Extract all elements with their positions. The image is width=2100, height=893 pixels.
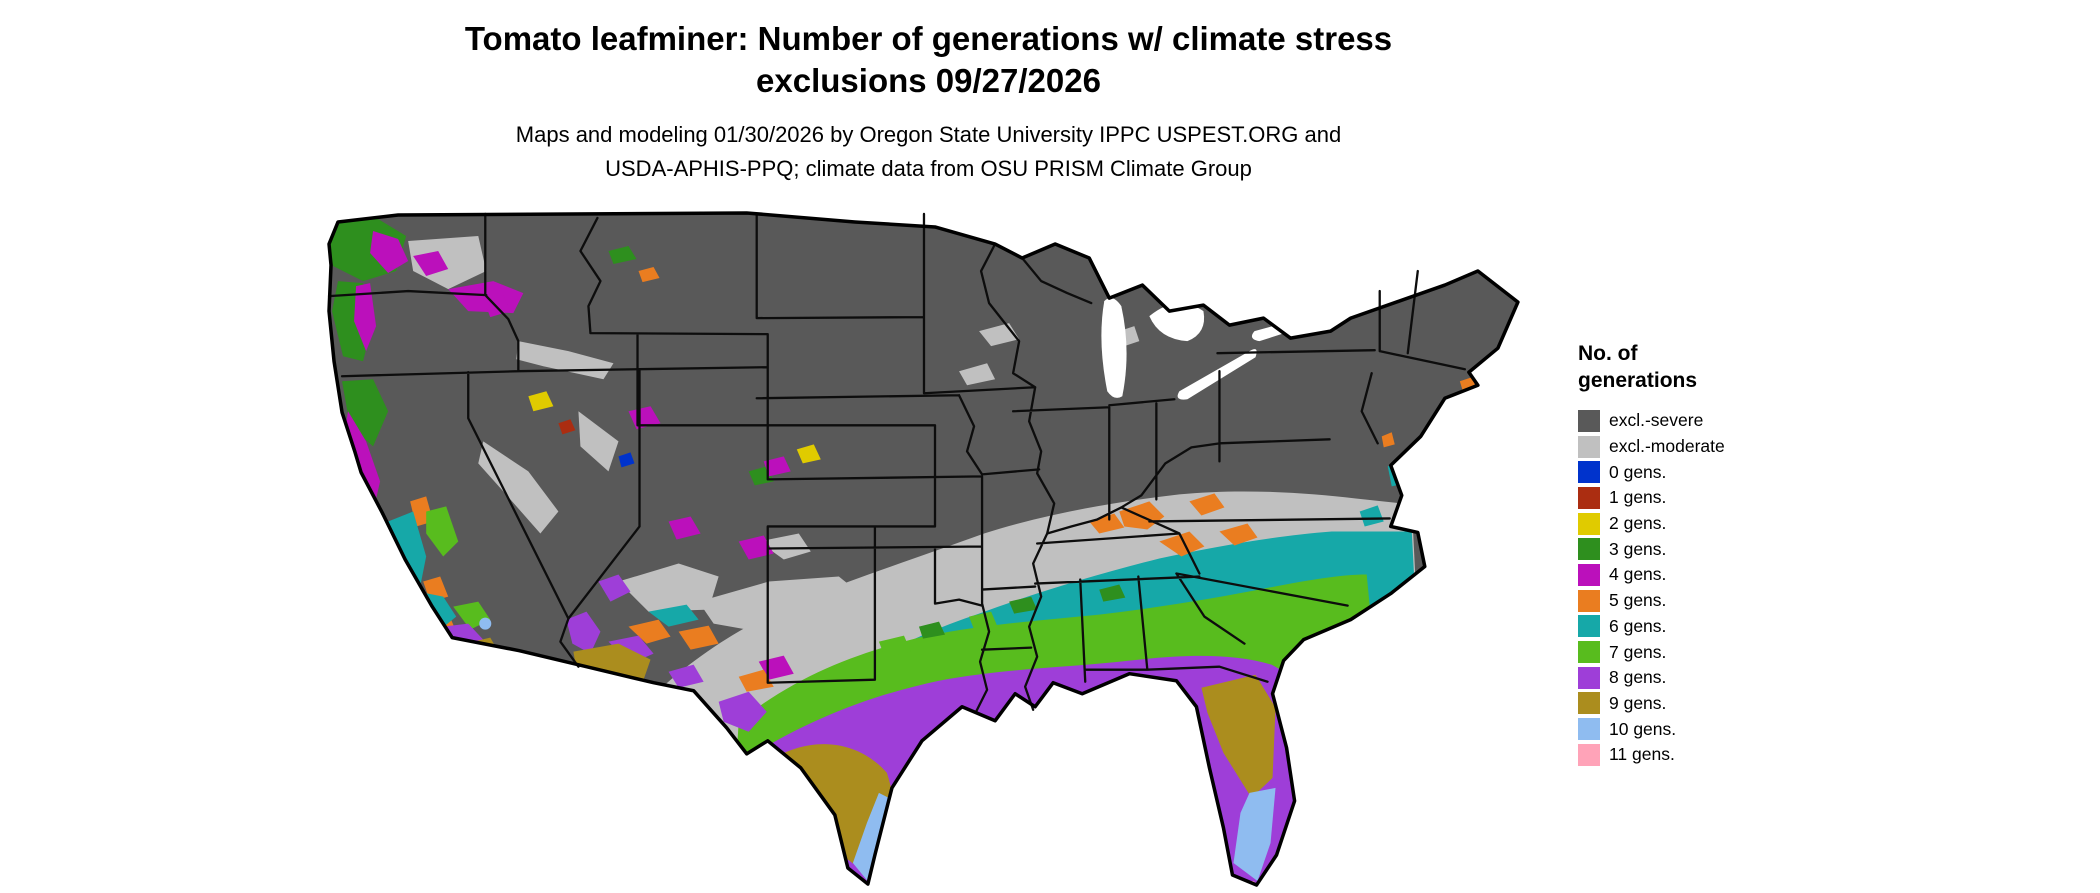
map-container: [318, 210, 1555, 888]
legend-swatch-g11: [1578, 743, 1600, 766]
legend-swatch-g7: [1578, 641, 1600, 664]
legend-label-g5: 5 gens.: [1609, 590, 1667, 611]
legend-title-line1: No. of: [1578, 342, 1638, 365]
legend-label-g3: 3 gens.: [1609, 538, 1667, 559]
legend: No. of generations excl.-severe excl.-mod…: [1578, 340, 1878, 768]
lake-superior: [959, 212, 1058, 255]
legend-label-g2: 2 gens.: [1609, 513, 1667, 534]
legend-swatch-g0: [1578, 461, 1600, 484]
us-outline: [327, 211, 1520, 887]
legend-title-line2: generations: [1578, 369, 1698, 392]
legend-label-g6: 6 gens.: [1609, 615, 1667, 636]
legend-item-g3: 3 gens.: [1578, 536, 1878, 562]
legend-item-g0: 0 gens.: [1578, 459, 1878, 485]
legend-item-g7: 7 gens.: [1578, 639, 1878, 665]
legend-item-sev: excl.-severe: [1578, 408, 1878, 434]
patches-low-gens: [528, 391, 821, 468]
map-title-line1: Tomato leafminer: Number of generations …: [464, 20, 1393, 57]
legend-item-g4: 4 gens.: [1578, 562, 1878, 588]
legend-swatch-g9: [1578, 692, 1600, 715]
legend-swatch-sev: [1578, 409, 1600, 432]
legend-swatch-g4: [1578, 563, 1600, 586]
map-title-line2: exclusions 09/27/2026: [756, 62, 1101, 99]
legend-item-g9: 9 gens.: [1578, 691, 1878, 717]
legend-label-g7: 7 gens.: [1609, 641, 1667, 662]
legend-item-g10: 10 gens.: [1578, 716, 1878, 742]
legend-label-g0: 0 gens.: [1609, 461, 1667, 482]
region-9-gens-florida: [1201, 674, 1276, 798]
legend-swatch-mod: [1578, 435, 1600, 458]
legend-item-g8: 8 gens.: [1578, 665, 1878, 691]
legend-item-mod: excl.-moderate: [1578, 434, 1878, 460]
legend-item-g11: 11 gens.: [1578, 742, 1878, 768]
lake-huron: [1149, 303, 1205, 342]
legend-label-g9: 9 gens.: [1609, 692, 1667, 713]
lake-erie: [1177, 349, 1257, 400]
legend-label-g1: 1 gens.: [1609, 487, 1667, 508]
map-subtitle: Maps and modeling 01/30/2026 by Oregon S…: [0, 118, 1857, 186]
lake-ontario: [1251, 315, 1317, 342]
legend-item-g5: 5 gens.: [1578, 588, 1878, 614]
legend-label-g8: 8 gens.: [1609, 667, 1667, 688]
legend-label-g10: 10 gens.: [1609, 718, 1677, 739]
legend-swatch-g10: [1578, 718, 1600, 741]
state-borders: [327, 212, 1467, 713]
legend-item-g1: 1 gens.: [1578, 485, 1878, 511]
legend-swatch-g1: [1578, 486, 1600, 509]
legend-swatch-g6: [1578, 615, 1600, 638]
legend-title: No. of generations: [1578, 340, 1878, 394]
us-generations-map: [327, 211, 1520, 887]
legend-label-sev: excl.-severe: [1609, 410, 1704, 431]
lake-michigan: [1101, 298, 1127, 398]
legend-swatch-g5: [1578, 589, 1600, 612]
legend-item-g6: 6 gens.: [1578, 614, 1878, 640]
legend-swatch-g3: [1578, 538, 1600, 561]
legend-label-g11: 11 gens.: [1609, 744, 1675, 765]
legend-label-g4: 4 gens.: [1609, 564, 1667, 585]
legend-swatch-g2: [1578, 512, 1600, 535]
legend-swatch-g8: [1578, 666, 1600, 689]
region-10-gens-florida: [1233, 787, 1276, 882]
map-title: Tomato leafminer: Number of generations …: [0, 18, 1857, 102]
legend-item-g2: 2 gens.: [1578, 511, 1878, 537]
great-lakes: [959, 212, 1317, 400]
map-subtitle-line1: Maps and modeling 01/30/2026 by Oregon S…: [515, 122, 1342, 147]
legend-items: excl.-severe excl.-moderate 0 gens. 1 gens.…: [1578, 408, 1878, 768]
patches-7-gens: [426, 506, 998, 658]
map-subtitle-line2: USDA-APHIS-PPQ; climate data from OSU PR…: [605, 156, 1252, 181]
legend-label-mod: excl.-moderate: [1609, 436, 1725, 457]
